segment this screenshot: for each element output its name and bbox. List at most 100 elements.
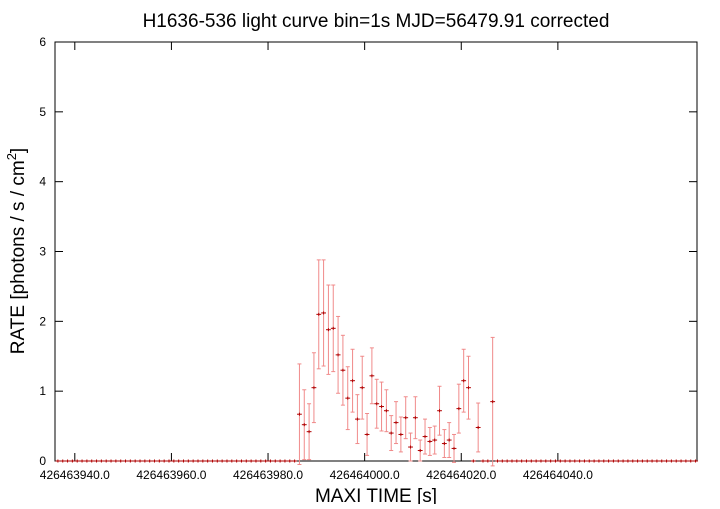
data-point — [601, 459, 607, 463]
data-point — [205, 459, 211, 463]
data-point — [103, 459, 109, 463]
x-axis-label: MAXI TIME [s] — [315, 486, 437, 504]
data-point — [499, 459, 505, 463]
data-point — [210, 459, 215, 463]
data-point — [432, 425, 438, 455]
data-point — [321, 259, 327, 367]
data-point — [224, 459, 230, 463]
data-point — [350, 348, 355, 413]
data-point — [277, 459, 283, 463]
data-point — [301, 389, 307, 461]
chart-title: H1636-536 light curve bin=1s MJD=56479.9… — [143, 11, 610, 32]
data-point — [108, 459, 114, 463]
data-point — [639, 459, 645, 463]
data-point — [644, 459, 650, 463]
data-point — [152, 459, 157, 463]
data-point — [466, 355, 471, 420]
data-point — [572, 459, 578, 463]
y-axis-label-sup: 2 — [4, 153, 19, 160]
y-axis-label-end: ] — [8, 148, 29, 153]
data-point — [437, 385, 442, 436]
data-point — [635, 459, 640, 463]
data-point — [388, 415, 394, 452]
data-point — [403, 396, 409, 440]
data-point — [374, 378, 380, 429]
data-point — [195, 459, 201, 463]
data-point — [161, 459, 167, 463]
data-point — [446, 422, 452, 459]
y-tick-label: 2 — [39, 314, 46, 328]
data-point — [668, 459, 674, 463]
data-point — [369, 347, 375, 405]
data-point — [441, 429, 447, 459]
data-point — [229, 459, 235, 463]
data-point — [185, 459, 191, 463]
data-point — [234, 459, 240, 463]
data-point — [596, 459, 602, 463]
data-point — [219, 459, 225, 463]
data-point — [84, 459, 90, 463]
data-point — [340, 334, 346, 406]
data-point — [480, 459, 486, 463]
data-point — [654, 459, 660, 463]
data-point — [678, 459, 684, 463]
data-point — [533, 459, 539, 463]
x-tick-label: 426464000.0 — [330, 468, 400, 482]
data-point — [292, 459, 298, 463]
data-point — [55, 459, 61, 463]
data-point — [345, 366, 351, 431]
data-point — [582, 459, 587, 463]
data-point — [127, 459, 133, 463]
data-point — [538, 459, 544, 463]
data-point — [311, 352, 317, 424]
data-point — [417, 439, 423, 462]
data-point — [132, 459, 138, 463]
data-point — [611, 459, 616, 463]
data-point — [94, 459, 99, 463]
data-point — [615, 459, 621, 463]
data-point — [393, 401, 399, 445]
data-point — [282, 459, 288, 463]
data-point — [383, 389, 389, 433]
data-point — [577, 459, 583, 463]
data-point — [673, 459, 679, 463]
data-point — [364, 413, 370, 456]
data-point — [326, 284, 331, 375]
data-point — [379, 381, 384, 432]
y-axis-label: RATE [photons / s / cm2] — [4, 148, 29, 354]
data-point — [470, 459, 476, 463]
data-point — [69, 459, 75, 463]
y-axis-label-text: RATE [photons / s / cm — [8, 160, 29, 354]
data-point — [113, 459, 119, 463]
x-tick-label: 426463980.0 — [233, 468, 303, 482]
data-point — [272, 459, 278, 463]
data-point — [412, 396, 418, 440]
data-point — [137, 459, 143, 463]
y-tick-label: 1 — [39, 384, 46, 398]
data-point — [630, 459, 636, 463]
data-point — [258, 459, 264, 463]
data-point — [519, 459, 525, 463]
data-point — [306, 403, 312, 461]
data-point — [427, 426, 433, 456]
data-point — [214, 459, 220, 463]
data-point — [664, 459, 669, 463]
data-point — [461, 348, 467, 413]
data-point — [166, 459, 172, 463]
data-point — [495, 459, 500, 463]
data-point — [451, 433, 457, 463]
x-tick-label: 426464020.0 — [426, 468, 496, 482]
data-point — [625, 459, 631, 463]
data-point — [253, 459, 259, 463]
data-point — [98, 459, 104, 463]
y-tick-label: 3 — [39, 245, 46, 259]
data-point — [176, 459, 182, 463]
data-point — [79, 459, 85, 463]
data-point — [567, 459, 573, 463]
data-point — [543, 459, 549, 463]
data-point — [118, 459, 124, 463]
data-point — [591, 459, 597, 463]
data-point — [248, 459, 254, 463]
data-point — [524, 459, 529, 463]
